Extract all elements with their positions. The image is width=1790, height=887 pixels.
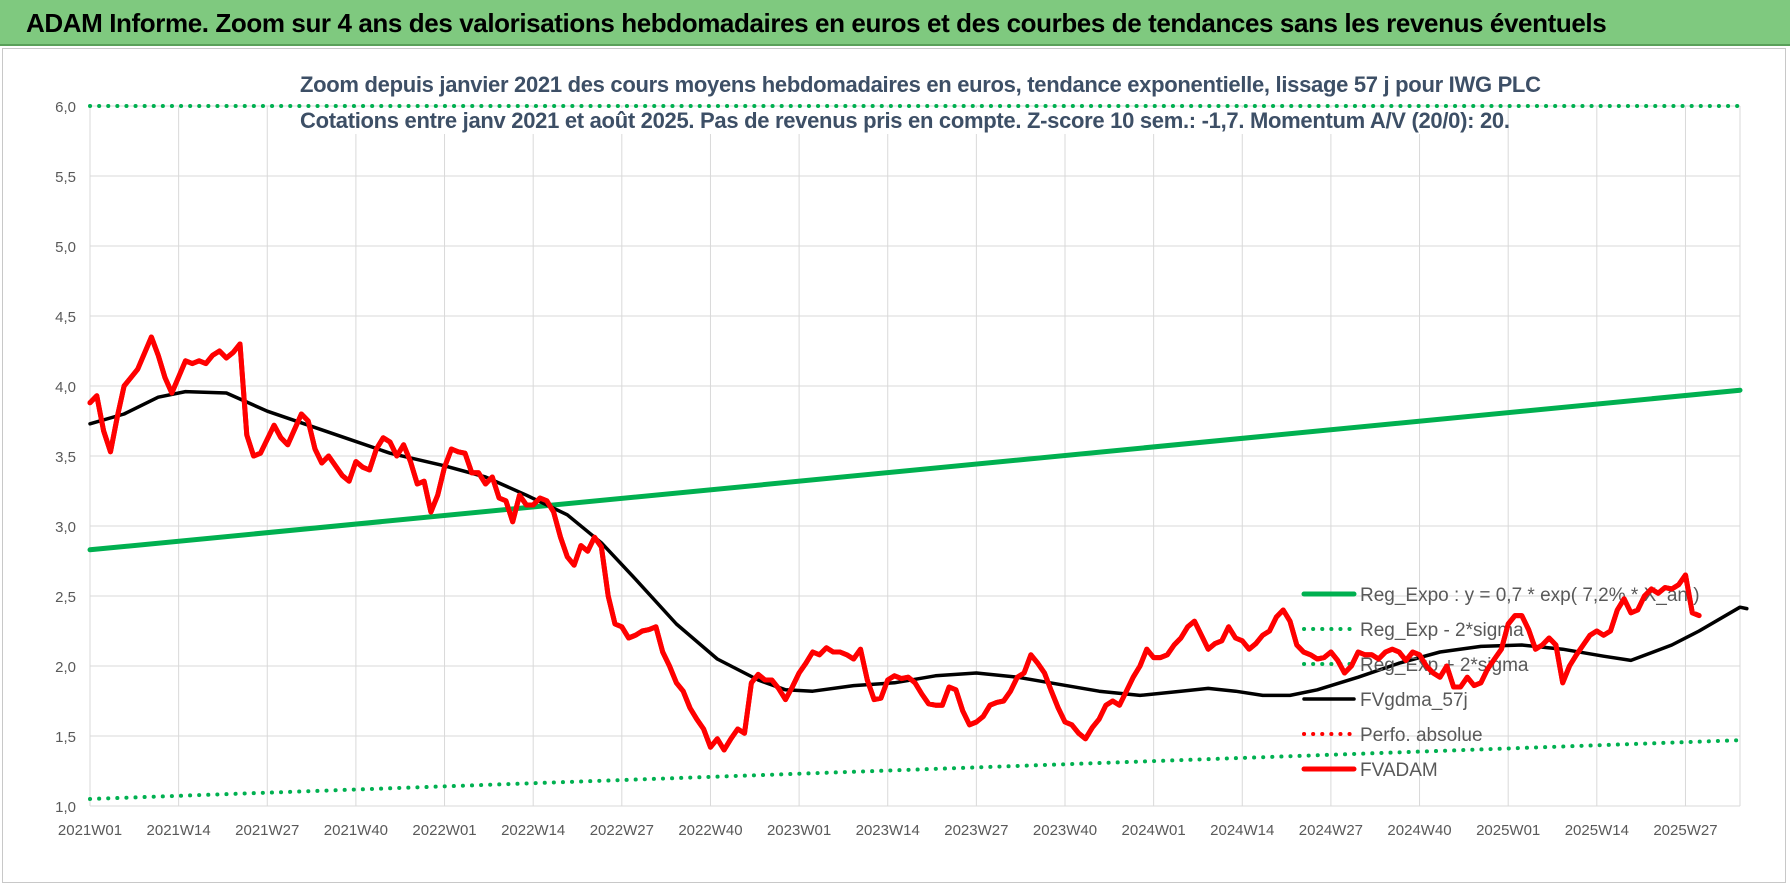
y-tick-label: 4,0 bbox=[55, 379, 76, 396]
x-tick-label: 2023W40 bbox=[1033, 822, 1097, 839]
page-title: ADAM Informe. Zoom sur 4 ans des valoris… bbox=[26, 8, 1607, 38]
series-line-reg-expo-y-0-7-exp-7-2-x-an bbox=[87, 387, 1743, 553]
y-tick-label: 2,5 bbox=[55, 589, 76, 606]
y-tick-label: 1,5 bbox=[55, 729, 76, 746]
x-tick-label: 2024W27 bbox=[1299, 822, 1363, 839]
x-tick-label: 2025W27 bbox=[1653, 822, 1717, 839]
y-tick-label: 2,0 bbox=[55, 659, 76, 676]
y-tick-label: 1,0 bbox=[55, 799, 76, 816]
x-tick-label: 2021W40 bbox=[324, 822, 388, 839]
x-tick-label: 2025W01 bbox=[1476, 822, 1540, 839]
legend-label: Reg_Exp - 2*sigma bbox=[1360, 620, 1524, 641]
chart-subtitle-line1: Zoom depuis janvier 2021 des cours moyen… bbox=[300, 72, 1541, 98]
y-tick-label: 5,0 bbox=[55, 239, 76, 256]
x-tick-label: 2025W14 bbox=[1565, 822, 1629, 839]
x-tick-label: 2024W40 bbox=[1387, 822, 1451, 839]
header-banner: ADAM Informe. Zoom sur 4 ans des valoris… bbox=[0, 0, 1790, 46]
x-tick-label: 2022W01 bbox=[412, 822, 476, 839]
legend-label: Reg_Expo : y = 0,7 * exp( 7,2% * X_an ) bbox=[1360, 585, 1700, 606]
legend-label: FVADAM bbox=[1360, 760, 1438, 781]
x-tick-label: 2021W14 bbox=[147, 822, 211, 839]
y-tick-label: 4,5 bbox=[55, 309, 76, 326]
legend-label: Perfo. absolue bbox=[1360, 725, 1483, 746]
y-tick-label: 5,5 bbox=[55, 169, 76, 186]
x-tick-label: 2023W01 bbox=[767, 822, 831, 839]
x-tick-label: 2023W27 bbox=[944, 822, 1008, 839]
chart-subtitle-line2: Cotations entre janv 2021 et août 2025. … bbox=[300, 108, 1510, 134]
x-tick-label: 2022W14 bbox=[501, 822, 565, 839]
x-tick-label: 2024W14 bbox=[1210, 822, 1274, 839]
x-tick-label: 2022W27 bbox=[590, 822, 654, 839]
x-tick-label: 2021W27 bbox=[235, 822, 299, 839]
y-tick-label: 3,0 bbox=[55, 519, 76, 536]
x-tick-label: 2021W01 bbox=[58, 822, 122, 839]
series-line-reg-exp-2-sigma bbox=[88, 738, 1742, 801]
x-tick-label: 2024W01 bbox=[1122, 822, 1186, 839]
y-tick-label: 3,5 bbox=[55, 449, 76, 466]
chart-frame bbox=[2, 48, 1786, 883]
series-line-fvadam bbox=[87, 334, 1702, 753]
y-tick-label: 6,0 bbox=[55, 99, 76, 116]
x-tick-label: 2023W14 bbox=[856, 822, 920, 839]
legend-label: FVgdma_57j bbox=[1360, 690, 1468, 711]
x-tick-label: 2022W40 bbox=[678, 822, 742, 839]
